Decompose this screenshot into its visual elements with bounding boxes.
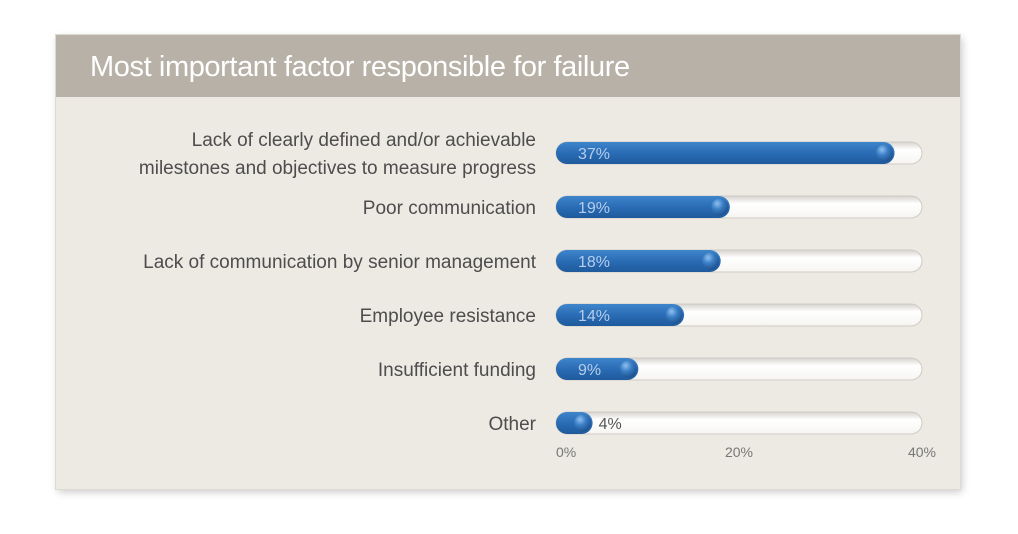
data-label: 9% — [578, 362, 601, 379]
bar-knob — [876, 144, 894, 162]
data-label: 14% — [578, 308, 610, 325]
category-label: Lack of communication by senior manageme… — [143, 252, 537, 273]
bar-knob — [665, 306, 683, 324]
category-label: Other — [488, 414, 536, 435]
data-label: 4% — [599, 416, 622, 433]
category-label: milestones and objectives to measure pro… — [139, 158, 536, 179]
chart-title: Most important factor responsible for fa… — [90, 51, 630, 83]
data-label: 18% — [578, 254, 610, 271]
bar-knob — [574, 414, 592, 432]
data-label: 37% — [578, 146, 610, 163]
bar-knob — [619, 360, 637, 378]
bar-knob — [702, 252, 720, 270]
category-label: Poor communication — [363, 198, 536, 219]
category-label: Insufficient funding — [378, 360, 536, 381]
x-tick-label: 0% — [556, 444, 576, 460]
bar — [556, 304, 685, 326]
bar — [556, 196, 730, 218]
bar — [556, 358, 639, 380]
x-tick-label: 40% — [908, 444, 936, 460]
bar — [556, 142, 895, 164]
data-label: 19% — [578, 200, 610, 217]
bar-chart: 37% Lack of clearly defined and/or achiev… — [139, 130, 936, 460]
bar-knob — [711, 198, 729, 216]
bar — [556, 250, 721, 272]
chart-card: Most important factor responsible for fa… — [56, 35, 960, 489]
category-label: Lack of clearly defined and/or achievabl… — [192, 130, 536, 151]
category-label: Employee resistance — [360, 306, 536, 327]
chart-header: Most important factor responsible for fa… — [56, 35, 960, 97]
x-tick-label: 20% — [725, 444, 753, 460]
